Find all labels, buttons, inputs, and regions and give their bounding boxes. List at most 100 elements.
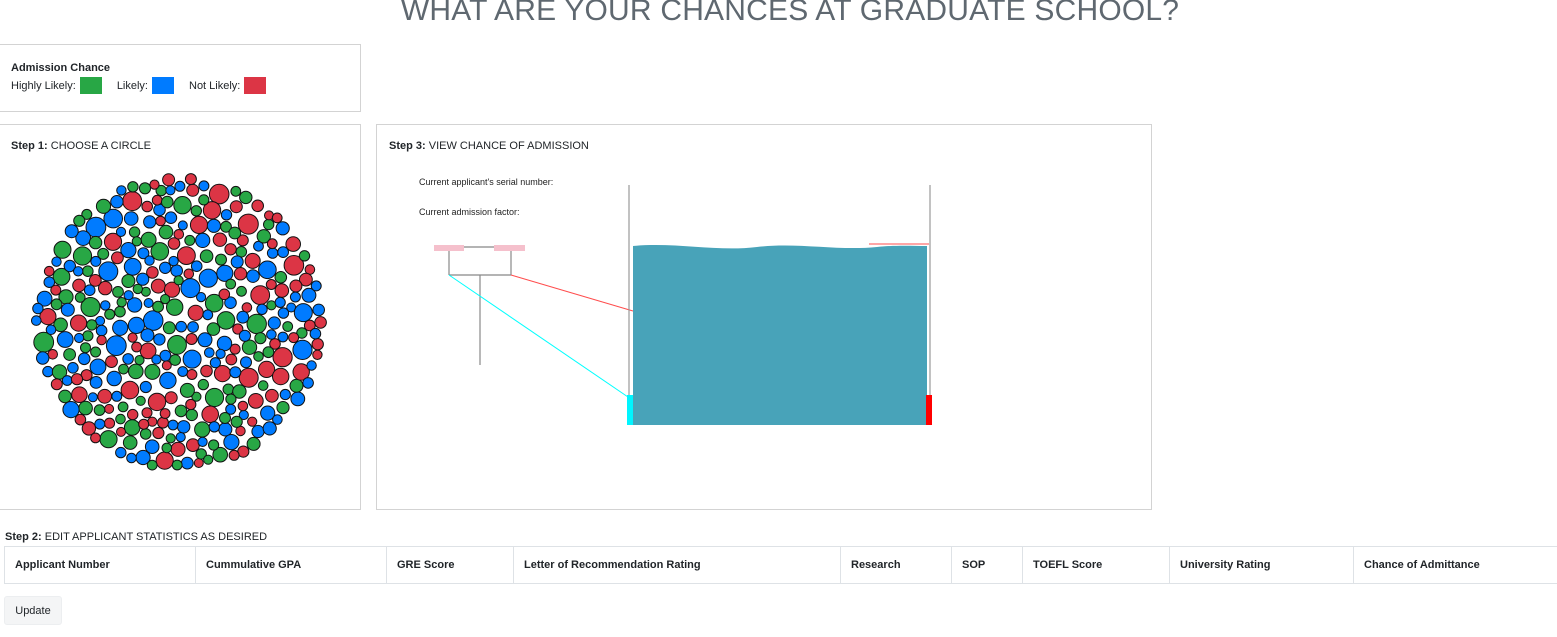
applicant-circle[interactable] (131, 236, 142, 247)
applicant-circle[interactable] (195, 232, 211, 249)
applicant-circle[interactable] (258, 260, 277, 280)
applicant-circle[interactable] (122, 435, 138, 450)
applicant-circle[interactable] (138, 182, 152, 195)
applicant-circle[interactable] (103, 232, 123, 251)
applicant-circle[interactable] (50, 298, 63, 311)
applicant-circle[interactable] (88, 235, 103, 250)
applicant-circle[interactable] (61, 375, 73, 386)
applicant-circle[interactable] (105, 355, 118, 369)
applicant-circle[interactable] (174, 180, 186, 192)
applicant-circle[interactable] (90, 255, 102, 267)
applicant-circle[interactable] (111, 390, 123, 402)
applicant-circle[interactable] (225, 278, 237, 290)
applicant-circle[interactable] (33, 331, 55, 353)
applicant-circle[interactable] (98, 261, 119, 282)
applicant-circle[interactable] (152, 426, 165, 440)
applicant-circle[interactable] (228, 449, 240, 461)
applicant-circle[interactable] (152, 300, 165, 313)
applicant-circle[interactable] (98, 280, 113, 296)
applicant-circle[interactable] (311, 338, 324, 351)
applicant-circle[interactable] (53, 240, 72, 259)
applicant-circle[interactable] (126, 452, 137, 464)
applicant-circle[interactable] (174, 404, 188, 418)
applicant-circle[interactable] (60, 302, 75, 317)
applicant-circle[interactable] (126, 297, 143, 313)
applicant-circle[interactable] (164, 391, 178, 405)
applicant-circle[interactable] (80, 297, 101, 317)
applicant-circle[interactable] (88, 274, 102, 287)
applicant-circle[interactable] (167, 237, 181, 250)
applicant-circle[interactable] (144, 255, 155, 266)
applicant-circle[interactable] (128, 226, 141, 238)
applicant-circle[interactable] (182, 349, 202, 369)
applicant-circle[interactable] (250, 285, 271, 306)
applicant-circle[interactable] (266, 238, 278, 250)
applicant-circle[interactable] (222, 383, 235, 396)
applicant-circle[interactable] (220, 209, 233, 221)
applicant-circle[interactable] (134, 355, 145, 366)
applicant-circle[interactable] (143, 215, 157, 229)
applicant-circle[interactable] (208, 439, 220, 451)
applicant-circle[interactable] (90, 432, 101, 444)
applicant-circle[interactable] (265, 279, 277, 290)
applicant-circle[interactable] (39, 308, 57, 326)
applicant-circle[interactable] (131, 341, 143, 353)
applicant-circle[interactable] (43, 276, 56, 288)
applicant-circle[interactable] (201, 405, 219, 424)
applicant-circle[interactable] (274, 283, 290, 298)
applicant-circle[interactable] (190, 205, 203, 217)
applicant-circle[interactable] (310, 280, 322, 292)
applicant-circle[interactable] (266, 329, 277, 340)
applicant-circle[interactable] (62, 401, 80, 419)
applicant-circle[interactable] (232, 323, 244, 335)
applicant-circle[interactable] (142, 310, 164, 331)
applicant-circle[interactable] (122, 353, 134, 365)
applicant-circle[interactable] (246, 436, 261, 451)
applicant-circle[interactable] (89, 376, 103, 389)
applicant-circle[interactable] (265, 388, 279, 403)
applicant-circle[interactable] (167, 335, 187, 355)
applicant-circle[interactable] (198, 194, 210, 206)
applicant-circle[interactable] (289, 279, 303, 293)
applicant-circle[interactable] (73, 266, 84, 277)
applicant-circle[interactable] (198, 180, 210, 192)
applicant-circle[interactable] (158, 224, 174, 240)
applicant-circle[interactable] (103, 208, 123, 229)
applicant-circle[interactable] (238, 329, 251, 342)
applicant-circle[interactable] (204, 347, 215, 358)
applicant-circle[interactable] (121, 274, 136, 288)
applicant-circle[interactable] (232, 384, 247, 399)
applicant-circle[interactable] (216, 335, 233, 352)
applicant-circle[interactable] (186, 438, 200, 453)
applicant-circle[interactable] (70, 314, 88, 332)
applicant-circle[interactable] (97, 388, 113, 404)
applicant-circle[interactable] (127, 408, 139, 421)
applicant-circle[interactable] (94, 418, 106, 430)
applicant-circle[interactable] (82, 265, 94, 277)
applicant-circle[interactable] (141, 407, 153, 419)
applicant-circle[interactable] (141, 200, 153, 213)
applicant-circle[interactable] (312, 303, 326, 317)
applicant-circle[interactable] (173, 229, 185, 240)
applicant-circle[interactable] (196, 292, 207, 303)
applicant-circle[interactable] (289, 378, 304, 393)
applicant-circle[interactable] (122, 191, 143, 212)
applicant-circle[interactable] (149, 179, 160, 190)
applicant-circle[interactable] (160, 294, 171, 305)
applicant-circle[interactable] (193, 458, 204, 468)
applicant-circle[interactable] (262, 421, 277, 436)
applicant-circle[interactable] (225, 393, 237, 405)
applicant-circle[interactable] (175, 320, 187, 333)
applicant-circle[interactable] (204, 293, 224, 313)
applicant-circle[interactable] (50, 378, 63, 391)
applicant-circle[interactable] (302, 377, 314, 389)
applicant-circle[interactable] (184, 234, 196, 246)
applicant-circle[interactable] (80, 342, 91, 354)
applicant-circle[interactable] (100, 300, 111, 311)
applicant-circle[interactable] (309, 327, 322, 340)
applicant-circle[interactable] (206, 218, 221, 233)
applicant-circle[interactable] (143, 298, 154, 308)
applicant-circle[interactable] (184, 173, 197, 186)
applicant-circle[interactable] (75, 230, 92, 246)
applicant-circle[interactable] (86, 319, 98, 331)
